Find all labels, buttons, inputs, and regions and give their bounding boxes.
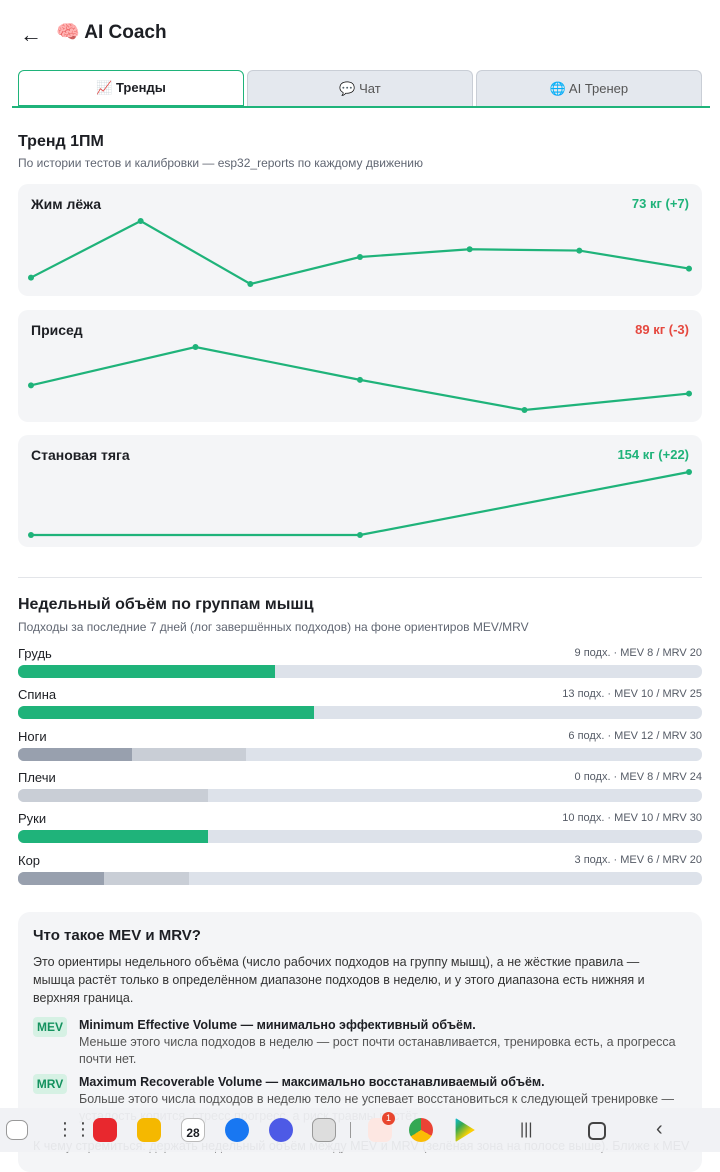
exercise-summary: 89 кг (-3) xyxy=(635,321,689,337)
app-icon[interactable] xyxy=(269,1118,293,1142)
trend-point xyxy=(357,254,363,260)
app-icon[interactable] xyxy=(137,1118,161,1142)
muscle-group: Спина xyxy=(18,687,57,703)
muscle-group: Руки xyxy=(18,811,47,827)
sparkline xyxy=(28,469,692,538)
section-title: Тренд 1ПМ xyxy=(18,133,104,150)
term-title: Maximum Recoverable Volume — максимально… xyxy=(79,1075,545,1089)
home-button[interactable] xyxy=(588,1122,606,1140)
muscle-group: Плечи xyxy=(18,769,56,785)
trend-point xyxy=(357,532,363,538)
tab[interactable]: 🌐 AI Тренер xyxy=(476,70,702,106)
trend-point xyxy=(686,469,692,475)
app-title: 🧠 AI Coach xyxy=(56,22,167,43)
volume-track xyxy=(18,788,702,802)
exercise-summary: 154 кг (+22) xyxy=(617,447,689,462)
trend-point xyxy=(576,247,583,254)
tab-bar: 📈 Тренды 💬 Чат 🌐 AI Тренер xyxy=(12,70,710,108)
divider xyxy=(18,577,702,578)
trend-point xyxy=(28,381,34,388)
sets-fill xyxy=(18,747,132,761)
back-nav-button[interactable]: ‹ xyxy=(656,1118,663,1140)
trend-point xyxy=(686,390,692,397)
apps-button[interactable]: ⋮⋮ xyxy=(56,1119,92,1139)
volume-stats: 6 подх. · MEV 12 / MRV 30 xyxy=(568,729,702,742)
trend-card: Жим лёжа 73 кг (+7) xyxy=(18,184,702,296)
sets-fill xyxy=(18,665,275,678)
calendar-icon[interactable]: 28 xyxy=(181,1118,205,1142)
sets-fill xyxy=(18,830,208,844)
app-icon[interactable] xyxy=(6,1120,28,1140)
back-button[interactable]: ← xyxy=(20,22,42,47)
volume-stats: 13 подх. · MEV 10 / MRV 25 xyxy=(562,688,702,701)
volume-stats: 10 подх. · MEV 10 / MRV 30 xyxy=(562,812,702,825)
muscle-group: Ноги xyxy=(18,728,47,744)
trend-point xyxy=(28,532,34,538)
sparkline xyxy=(28,218,692,287)
volume-track xyxy=(18,747,702,761)
muscle-group: Кор xyxy=(18,852,41,868)
trend-point xyxy=(28,274,34,281)
trend-point xyxy=(247,281,254,287)
trend-point xyxy=(686,265,692,272)
app-icon[interactable] xyxy=(312,1118,336,1142)
separator xyxy=(350,1122,351,1138)
tab[interactable]: 💬 Чат xyxy=(247,70,473,106)
term-text: Меньше этого числа подходов в неделю — р… xyxy=(79,1035,676,1066)
notification-badge: 1 xyxy=(382,1112,395,1125)
app-icon[interactable] xyxy=(455,1118,475,1142)
trend-card: Присед 89 кг (-3) xyxy=(18,309,702,422)
section-title: Недельный объём по группам мышц xyxy=(18,596,314,613)
info-intro: Это ориентиры недельного объёма (число р… xyxy=(33,955,645,1005)
term-badge: MEV xyxy=(33,1017,67,1037)
volume-stats: 9 подх. · MEV 8 / MRV 20 xyxy=(574,647,702,659)
exercise-name: Присед xyxy=(31,321,83,338)
muscle-group: Грудь xyxy=(18,646,52,661)
app-icon[interactable] xyxy=(93,1118,117,1142)
section-subtitle: Подходы за последние 7 дней (лог завершё… xyxy=(18,620,529,634)
exercise-summary: 73 кг (+7) xyxy=(631,196,689,211)
section-subtitle: По истории тестов и калибровки — esp32_r… xyxy=(18,156,423,170)
exercise-name: Жим лёжа xyxy=(31,196,102,212)
volume-stats: 0 подх. · MEV 8 / MRV 24 xyxy=(574,770,702,783)
volume-stats: 3 подх. · MEV 6 / MRV 20 xyxy=(574,853,702,866)
sets-fill xyxy=(18,706,315,720)
term-title: Minimum Effective Volume — минимально эф… xyxy=(79,1018,476,1032)
sets-fill xyxy=(18,871,104,885)
mev-fill xyxy=(18,788,208,802)
term-badge: MRV xyxy=(33,1074,67,1094)
app-icon[interactable] xyxy=(409,1118,433,1142)
trend-point xyxy=(521,406,528,413)
tab[interactable]: 📈 Тренды xyxy=(18,70,244,106)
trend-line xyxy=(31,470,690,537)
trend-point xyxy=(192,343,199,350)
volume-track xyxy=(18,665,702,678)
trend-card: Становая тяга 154 кг (+22) xyxy=(18,435,702,547)
sparkline xyxy=(28,343,692,413)
trend-point xyxy=(137,218,144,224)
volume-track xyxy=(18,706,702,720)
volume-track xyxy=(18,830,702,844)
info-title: Что такое MEV и MRV? xyxy=(33,927,201,944)
recents-button[interactable]: ||| xyxy=(520,1121,533,1138)
navigation-bar: ⋮⋮ 28 1 ||| ‹ xyxy=(0,1108,720,1152)
trend-point xyxy=(357,376,363,383)
trend-point xyxy=(466,246,473,253)
app-icon[interactable] xyxy=(225,1118,249,1142)
volume-track xyxy=(18,871,702,885)
trend-line xyxy=(30,219,690,286)
exercise-name: Становая тяга xyxy=(31,447,130,463)
